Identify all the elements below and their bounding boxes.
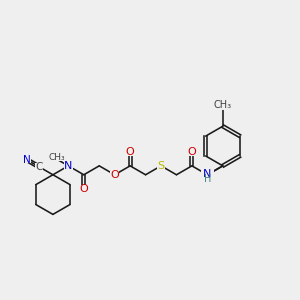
FancyBboxPatch shape: [79, 185, 88, 193]
Text: N: N: [64, 161, 73, 171]
Text: O: O: [110, 170, 119, 180]
Text: O: O: [188, 147, 196, 157]
FancyBboxPatch shape: [214, 101, 232, 110]
FancyBboxPatch shape: [64, 162, 73, 170]
Text: CH₃: CH₃: [49, 153, 65, 162]
Text: N: N: [203, 169, 212, 179]
Text: N: N: [23, 155, 30, 165]
Text: S: S: [158, 161, 165, 171]
FancyBboxPatch shape: [50, 153, 64, 161]
Text: O: O: [126, 147, 134, 157]
Text: O: O: [80, 184, 88, 194]
Text: CH₃: CH₃: [214, 100, 232, 110]
FancyBboxPatch shape: [22, 156, 31, 163]
FancyBboxPatch shape: [201, 170, 214, 180]
FancyBboxPatch shape: [110, 171, 119, 179]
FancyBboxPatch shape: [188, 148, 196, 155]
FancyBboxPatch shape: [126, 148, 135, 155]
Text: C: C: [35, 162, 42, 172]
FancyBboxPatch shape: [157, 162, 166, 170]
FancyBboxPatch shape: [34, 163, 43, 170]
Text: H: H: [204, 174, 211, 184]
